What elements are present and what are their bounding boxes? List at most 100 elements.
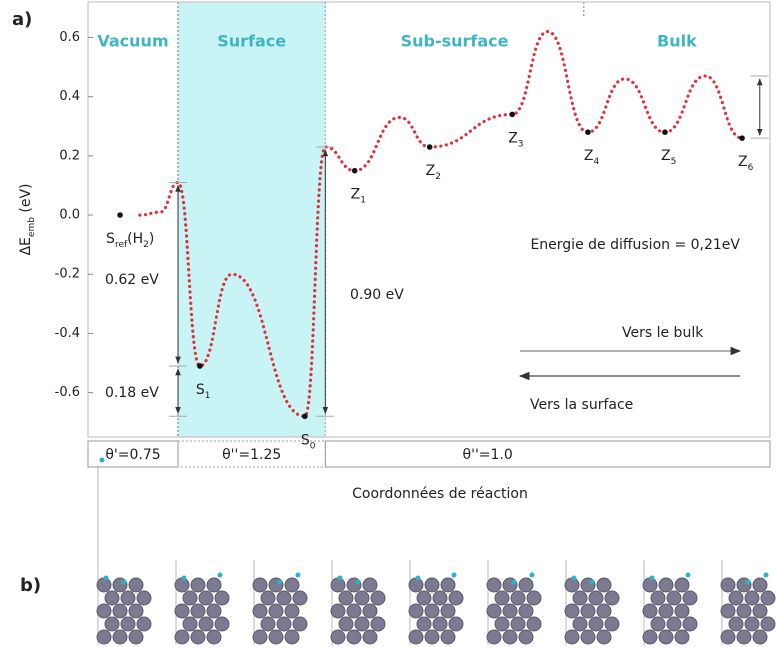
atom <box>252 577 268 593</box>
atom <box>362 629 378 645</box>
state-label: Z3 <box>508 130 523 149</box>
atom <box>362 577 378 593</box>
atom <box>260 590 276 606</box>
state-label-part: 3 <box>518 139 524 149</box>
atom <box>518 629 534 645</box>
atom <box>252 603 268 619</box>
atom <box>736 603 752 619</box>
atom <box>424 577 440 593</box>
energy-label: 0.18 eV <box>105 385 159 401</box>
y-tick-label: -0.2 <box>55 267 80 282</box>
atom <box>682 616 698 632</box>
region-label: Surface <box>217 32 286 51</box>
state-label-part: S <box>196 382 205 398</box>
y-axis-label-part: (eV) <box>18 183 34 217</box>
atom <box>658 629 674 645</box>
region-label: Bulk <box>657 32 697 51</box>
atom <box>744 590 760 606</box>
atom <box>658 603 674 619</box>
atom <box>494 590 510 606</box>
atom <box>96 629 112 645</box>
h-atom <box>589 579 595 585</box>
state-label-part: Z <box>661 148 671 164</box>
direction-label: Vers la surface <box>530 397 633 413</box>
atom <box>174 629 190 645</box>
atom <box>604 590 620 606</box>
atom <box>128 629 144 645</box>
atom <box>268 603 284 619</box>
state-label-part: Z <box>508 130 518 146</box>
atom <box>416 616 432 632</box>
atom <box>206 577 222 593</box>
state-point <box>302 413 308 420</box>
atom <box>588 616 604 632</box>
state-label-part: Z <box>584 148 594 164</box>
atom <box>198 616 214 632</box>
atom <box>510 616 526 632</box>
h-atom <box>511 579 517 585</box>
y-tick-label: 0.6 <box>59 30 80 45</box>
state-label: Z5 <box>661 148 676 167</box>
atom <box>354 616 370 632</box>
panel-label: a) <box>12 9 32 30</box>
state-label-part: 2 <box>435 172 441 182</box>
state-label: S1 <box>196 382 211 401</box>
atom <box>408 577 424 593</box>
state-point <box>197 363 203 369</box>
coverage-label: θ'=0.75 <box>105 447 160 463</box>
y-tick-label: -0.4 <box>55 326 80 341</box>
atom <box>682 590 698 606</box>
atom <box>432 590 448 606</box>
atom <box>720 603 736 619</box>
atom <box>190 629 206 645</box>
state-label-part: 0 <box>310 441 316 451</box>
state-point <box>662 129 668 136</box>
atom <box>338 590 354 606</box>
atom <box>666 616 682 632</box>
state-point <box>509 111 516 118</box>
atom <box>330 629 346 645</box>
atom <box>502 603 518 619</box>
panel-label: b) <box>20 575 41 596</box>
atom <box>128 577 144 593</box>
atom <box>330 577 346 593</box>
plot-frame <box>87 1 771 438</box>
direction-label: Vers le bulk <box>622 325 704 341</box>
state-point <box>585 129 591 136</box>
h-atom <box>571 575 577 581</box>
state-point <box>426 144 433 150</box>
atom <box>510 590 526 606</box>
h-atom <box>99 457 105 463</box>
atom <box>284 629 300 645</box>
atom <box>674 629 690 645</box>
atom <box>424 603 440 619</box>
h-atom <box>337 575 343 581</box>
atom <box>346 629 362 645</box>
atom <box>268 629 284 645</box>
h-atom <box>217 572 223 578</box>
y-axis-label: ΔEemb (eV) <box>18 183 37 255</box>
atom <box>136 590 152 606</box>
atom <box>96 577 112 593</box>
atom <box>276 616 292 632</box>
state-label-part: Z <box>738 154 748 170</box>
atom <box>572 590 588 606</box>
state-label-part: 1 <box>360 195 366 205</box>
atom <box>416 590 432 606</box>
x-axis-label: Coordonnées de réaction <box>352 486 528 502</box>
atom <box>502 629 518 645</box>
h-atom <box>529 572 535 578</box>
atom <box>518 603 534 619</box>
atom <box>564 629 580 645</box>
atom <box>112 603 128 619</box>
state-point <box>351 167 358 174</box>
energy-label: 0.62 eV <box>105 272 159 288</box>
atom <box>330 603 346 619</box>
atom <box>494 616 510 632</box>
h-atom <box>685 572 691 578</box>
atom <box>674 603 690 619</box>
atom <box>276 590 292 606</box>
atom <box>338 616 354 632</box>
atom <box>728 616 744 632</box>
atom <box>120 590 136 606</box>
